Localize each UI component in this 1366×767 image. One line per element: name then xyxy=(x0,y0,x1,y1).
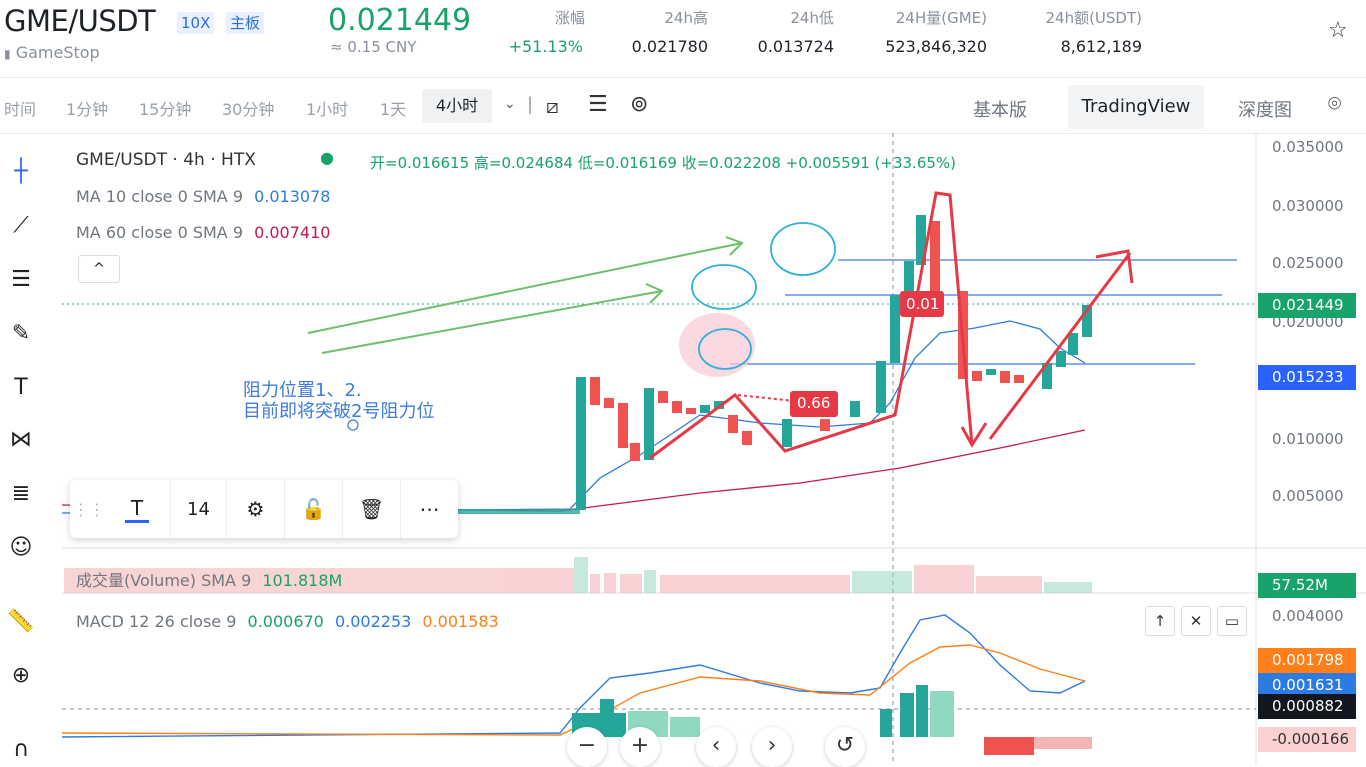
chart-area[interactable] xyxy=(0,133,1366,765)
gear-icon[interactable]: ⚙ xyxy=(226,480,284,538)
annotation-box-label: 0.01 xyxy=(906,295,940,313)
magnet-icon[interactable]: ∩ xyxy=(12,736,30,762)
ticker-header: GME/USDT 10X 主板 ▮ GameStop 0.021449 ≈ 0.… xyxy=(0,0,1366,78)
interval-time[interactable]: 时间 xyxy=(4,100,37,119)
close-icon[interactable]: ✕ xyxy=(1181,606,1211,636)
interval-30m[interactable]: 30分钟 xyxy=(222,100,275,119)
interval-1m[interactable]: 1分钟 xyxy=(66,100,109,119)
text-tool-icon[interactable]: T xyxy=(14,374,28,400)
crosshair-icon[interactable]: ┼ xyxy=(14,158,28,184)
stat-turnover-value: 8,612,189 xyxy=(1060,37,1142,56)
chart-type-icon[interactable]: ⧄ xyxy=(546,94,559,118)
font-size-button[interactable]: 14 xyxy=(170,480,226,538)
last-price: 0.021449 xyxy=(328,3,472,38)
text-icon: T xyxy=(124,496,150,523)
interval-15m[interactable]: 15分钟 xyxy=(139,100,192,119)
price-cny: ≈ 0.15 CNY xyxy=(330,38,417,56)
volume-legend: 成交量(Volume) SMA 9 101.818M xyxy=(76,571,343,590)
scroll-left-button[interactable]: ‹ xyxy=(696,727,736,767)
interval-1d[interactable]: 1天 xyxy=(380,100,407,119)
status-dot-icon: ● xyxy=(320,148,334,167)
leverage-badge[interactable]: 10X xyxy=(177,12,215,34)
annotation-text[interactable]: 阻力位置1、2. 目前即将突破2号阻力位 xyxy=(243,380,435,422)
price-tick: 0.025000 xyxy=(1272,254,1344,272)
maximize-icon[interactable]: ▭ xyxy=(1217,606,1247,636)
zoom-out-button[interactable]: − xyxy=(567,727,607,767)
emoji-icon[interactable]: ☺ xyxy=(9,534,33,560)
scroll-right-button[interactable]: › xyxy=(752,727,792,767)
stat-high-value: 0.021780 xyxy=(631,37,708,56)
ma10-legend[interactable]: MA 10 close 0 SMA 9 0.013078 xyxy=(76,187,331,206)
ma-price-marker: 0.015233 xyxy=(1258,365,1356,390)
price-tick: 0.035000 xyxy=(1272,138,1344,156)
zoom-in-button[interactable]: + xyxy=(620,727,660,767)
stat-change-label: 涨幅 xyxy=(554,9,585,27)
macd-marker-signal: 0.001798 xyxy=(1258,648,1356,673)
volume-bars xyxy=(64,557,1092,593)
interval-1h[interactable]: 1小时 xyxy=(306,100,349,119)
stat-low-value: 0.013724 xyxy=(757,37,834,56)
stat-low-label: 24h低 xyxy=(790,9,834,27)
ma60-legend[interactable]: MA 60 close 0 SMA 9 0.007410 xyxy=(76,223,331,242)
macd-marker-cross: 0.000882 xyxy=(1258,694,1356,719)
unlock-icon[interactable]: 🔓 xyxy=(284,480,342,538)
macd-marker-hist: -0.000166 xyxy=(1258,727,1356,752)
chevron-down-icon[interactable]: ⌄ xyxy=(504,96,516,112)
more-icon[interactable]: ⋯ xyxy=(400,480,458,538)
stat-change-value: +51.13% xyxy=(508,37,583,56)
stat-volume-label: 24H量(GME) xyxy=(895,9,987,27)
macd-tick: 0.004000 xyxy=(1272,607,1344,625)
price-tick: 0.030000 xyxy=(1272,197,1344,215)
trendline-icon[interactable]: ⟋ xyxy=(13,212,29,238)
text-style-button[interactable]: T xyxy=(108,480,166,538)
pair-title: GME/USDT xyxy=(4,4,156,38)
text-edit-toolbar: ⋮⋮ T 14 ⚙ 🔓 🗑 ⋯ xyxy=(70,480,458,538)
macd-legend: MACD 12 26 close 9 0.000670 0.002253 0.0… xyxy=(76,612,499,631)
macd-marker-macd: 0.001631 xyxy=(1258,673,1356,698)
brush-icon[interactable]: ✎ xyxy=(11,320,31,346)
fib-icon[interactable]: ≣ xyxy=(11,480,31,506)
zoom-in-icon[interactable]: ⊕ xyxy=(11,662,31,688)
current-price-marker: 0.021449 xyxy=(1258,293,1356,318)
interval-4h[interactable]: 4小时 xyxy=(422,89,492,123)
collapse-legend-button[interactable]: ^ xyxy=(78,255,120,283)
legend-ohlc: 开=0.016615 高=0.024684 低=0.016169 收=0.022… xyxy=(370,154,957,172)
divider: | xyxy=(527,94,534,115)
volume-marker: 57.52M xyxy=(1258,573,1356,598)
reset-icon[interactable]: ↺ xyxy=(825,727,865,767)
ruler-icon[interactable]: 📏 xyxy=(7,608,35,634)
view-tradingview[interactable]: TradingView xyxy=(1068,85,1204,129)
stat-high-label: 24h高 xyxy=(664,9,708,27)
price-tick: 0.005000 xyxy=(1272,487,1344,505)
drag-handle-icon[interactable]: ⋮⋮ xyxy=(73,499,105,519)
indicators-icon[interactable]: ☰ xyxy=(588,92,608,117)
board-badge: 主板 xyxy=(226,12,265,34)
screenshot-icon[interactable]: ⌾ xyxy=(1328,92,1342,117)
chart-canvas[interactable] xyxy=(0,133,1366,765)
price-tick: 0.010000 xyxy=(1272,430,1344,448)
annotation-box-label: 0.66 xyxy=(797,394,831,412)
trash-icon[interactable]: 🗑 xyxy=(342,480,400,538)
view-basic[interactable]: 基本版 xyxy=(973,100,1027,121)
legend-title: GME/USDT · 4h · HTX xyxy=(76,150,256,170)
move-up-icon[interactable]: ↑ xyxy=(1145,606,1175,636)
building-icon: ▮ xyxy=(4,47,11,61)
settings-icon[interactable]: ⊚ xyxy=(630,92,649,117)
view-depth[interactable]: 深度图 xyxy=(1238,100,1292,121)
drawing-toolbar: ┼ ⟋ ☰ ✎ T ⋈ ≣ ☺ 📏 ⊕ ∩ xyxy=(0,134,42,765)
asset-subname: ▮ GameStop xyxy=(4,43,100,62)
macd-histogram xyxy=(572,685,1092,755)
star-icon[interactable]: ☆ xyxy=(1328,18,1348,43)
stat-turnover-label: 24h额(USDT) xyxy=(1045,9,1142,27)
stat-volume-value: 523,846,320 xyxy=(885,37,987,56)
pattern-icon[interactable]: ⋈ xyxy=(10,426,32,452)
lines-icon[interactable]: ☰ xyxy=(11,266,31,292)
candles xyxy=(420,215,1092,514)
